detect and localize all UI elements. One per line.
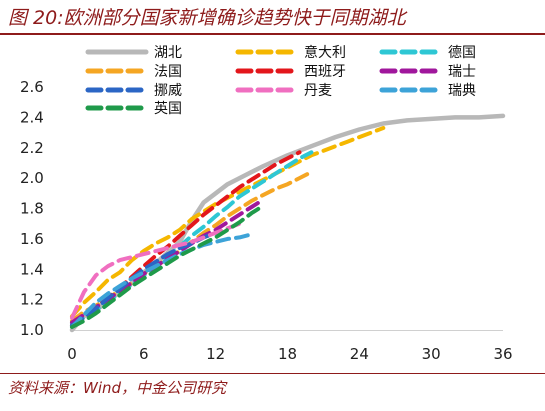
legend-label: 瑞士 (448, 64, 476, 80)
legend-label: 西班牙 (304, 64, 346, 80)
legend-label: 法国 (154, 64, 182, 80)
legend-label: 德国 (448, 45, 476, 61)
series-lines (69, 113, 506, 333)
y-tick-label: 1.4 (20, 260, 44, 278)
y-tick-label: 2.2 (20, 139, 44, 157)
source-note: 资料来源：Wind，中金公司研究 (8, 379, 227, 397)
y-tick-label: 1.2 (20, 291, 44, 309)
legend-label: 英国 (154, 100, 182, 117)
y-tick-label: 1.0 (20, 321, 44, 339)
series-line-9 (70, 203, 266, 329)
series-line-0 (69, 113, 506, 333)
title-rule (0, 33, 545, 35)
figure-title: 图 20:欧洲部分国家新增确诊趋势快于同期湖北 (8, 7, 406, 29)
axes: 0 6 12 18 24 30 36 1.0 1.2 1.4 1.6 1.8 2.0 2.2 2.4 2.6 (20, 78, 513, 363)
y-tick-label: 1.8 (20, 200, 44, 218)
y-tick-label: 2.6 (20, 78, 44, 96)
x-tick-label: 0 (67, 345, 77, 363)
series-line-8 (70, 232, 254, 329)
series-line-7 (70, 221, 242, 320)
y-tick-label: 2.4 (20, 108, 44, 126)
legend-label: 丹麦 (304, 83, 332, 99)
legend-label: 瑞典 (448, 83, 476, 99)
source-rule (0, 373, 545, 374)
y-tick-label: 2.0 (20, 169, 44, 187)
y-tick-label: 1.6 (20, 230, 44, 248)
x-tick-label: 36 (493, 345, 512, 363)
legend-label: 湖北 (154, 45, 182, 61)
legend-label: 意大利 (304, 44, 346, 61)
legend-label: 挪威 (154, 83, 182, 99)
x-tick-label: 18 (278, 345, 297, 363)
x-tick-label: 6 (139, 345, 149, 363)
x-tick-label: 30 (422, 345, 441, 363)
x-tick-label: 12 (206, 345, 225, 363)
x-tick-label: 24 (350, 345, 369, 363)
